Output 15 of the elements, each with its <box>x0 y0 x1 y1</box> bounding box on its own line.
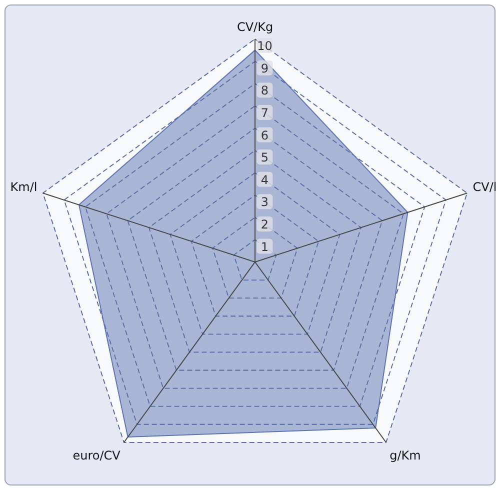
spoke-label: euro/CV <box>72 448 122 462</box>
y-tick-label: 1 <box>260 240 269 254</box>
y-tick-label: 8 <box>260 84 269 98</box>
y-tick-label: 3 <box>260 195 269 210</box>
y-tick-label: 10 <box>257 39 272 54</box>
spoke-label: CV/l <box>472 180 497 194</box>
y-tick-label: 5 <box>260 150 269 165</box>
spoke-label: CV/Kg <box>236 20 274 34</box>
spoke-label: Km/l <box>10 180 38 194</box>
y-tick-label: 2 <box>260 217 269 232</box>
spoke-label: g/Km <box>390 448 421 462</box>
y-tick-label: 9 <box>260 61 269 76</box>
y-tick-label: 7 <box>260 106 269 120</box>
y-tick-label: 4 <box>260 172 269 187</box>
y-tick-label: 6 <box>260 128 269 142</box>
